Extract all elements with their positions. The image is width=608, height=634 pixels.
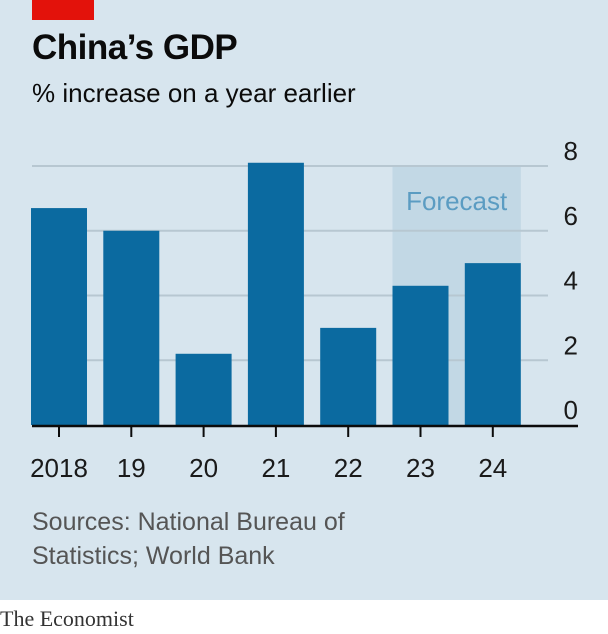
chart-subtitle: % increase on a year earlier bbox=[32, 78, 356, 108]
x-tick-label: 22 bbox=[334, 453, 363, 483]
x-tick-label: 21 bbox=[261, 453, 290, 483]
x-tick-label: 23 bbox=[406, 453, 435, 483]
bar-21 bbox=[247, 162, 304, 425]
y-tick-label: 2 bbox=[564, 330, 578, 360]
bar-20 bbox=[175, 353, 232, 425]
brand-wordmark: The Economist bbox=[0, 606, 134, 631]
bar-22 bbox=[320, 327, 377, 425]
y-tick-label: 8 bbox=[564, 136, 578, 166]
bar-23 bbox=[392, 285, 449, 425]
forecast-label: Forecast bbox=[406, 186, 508, 216]
y-tick-label: 4 bbox=[564, 266, 578, 296]
x-tick-label: 2018 bbox=[30, 453, 88, 483]
chart-title: China’s GDP bbox=[32, 28, 238, 67]
bar-19 bbox=[103, 230, 160, 425]
x-tick-label: 19 bbox=[117, 453, 146, 483]
y-tick-label: 0 bbox=[564, 395, 578, 425]
bar-2018 bbox=[31, 208, 87, 425]
bar-24 bbox=[464, 263, 521, 425]
y-tick-label: 6 bbox=[564, 201, 578, 231]
brand-red-tag bbox=[32, 0, 94, 20]
x-tick-label: 20 bbox=[189, 453, 218, 483]
x-tick-label: 24 bbox=[478, 453, 507, 483]
source-note: Sources: National Bureau of Statistics; … bbox=[32, 508, 345, 570]
